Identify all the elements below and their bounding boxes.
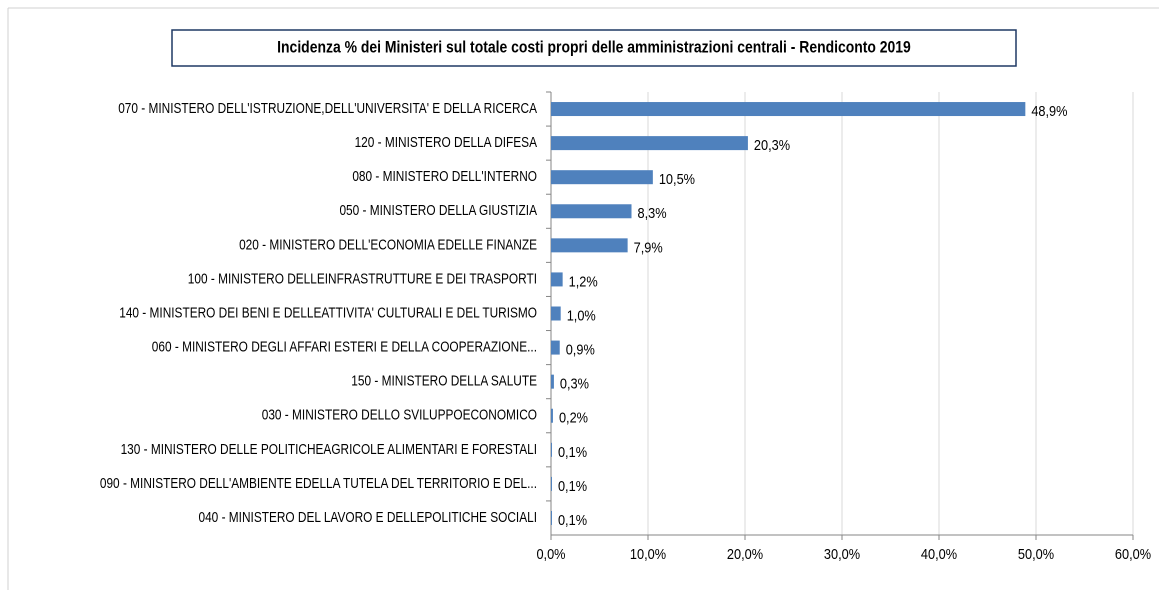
chart-title: Incidenza % dei Ministeri sul totale cos… [277, 37, 911, 56]
bar [551, 238, 628, 253]
y-tick-label: 130 - MINISTERO DELLE POLITICHEAGRICOLE … [121, 441, 537, 458]
y-tick-label: 020 - MINISTERO DELL'ECONOMIA EDELLE FIN… [239, 236, 537, 253]
x-tick-label: 40,0% [921, 546, 957, 563]
value-label: 0,1% [558, 478, 587, 495]
y-tick-label: 090 - MINISTERO DELL'AMBIENTE EDELLA TUT… [100, 475, 537, 492]
bar [551, 136, 748, 151]
bar [551, 170, 653, 185]
value-label: 0,3% [560, 376, 589, 393]
y-tick-label: 140 - MINISTERO DEI BENI E DELLEATTIVITA… [119, 304, 537, 321]
bar [551, 204, 632, 219]
value-label: 0,2% [559, 410, 588, 427]
bar [551, 306, 561, 321]
y-tick-label: 100 - MINISTERO DELLEINFRASTRUTTURE E DE… [188, 270, 537, 287]
bar [551, 510, 552, 525]
value-label: 8,3% [638, 205, 667, 222]
y-tick-label: 060 - MINISTERO DEGLI AFFARI ESTERI E DE… [152, 339, 537, 356]
bar [551, 442, 552, 457]
value-label: 10,5% [659, 171, 695, 188]
value-label: 0,1% [558, 512, 587, 529]
value-label: 0,1% [558, 444, 587, 461]
bar [551, 408, 553, 423]
y-tick-label: 080 - MINISTERO DELL'INTERNO [352, 168, 537, 185]
value-label: 7,9% [634, 239, 663, 256]
bar [551, 102, 1026, 117]
x-tick-label: 0,0% [536, 546, 565, 563]
value-label: 20,3% [754, 137, 790, 154]
bar [551, 272, 563, 287]
bar [551, 340, 560, 355]
y-tick-label: 150 - MINISTERO DELLA SALUTE [351, 373, 537, 390]
x-tick-label: 50,0% [1018, 546, 1054, 563]
value-label: 1,2% [569, 273, 598, 290]
y-tick-label: 050 - MINISTERO DELLA GIUSTIZIA [339, 202, 537, 219]
y-tick-label: 030 - MINISTERO DELLO SVILUPPOECONOMICO [262, 407, 537, 424]
x-tick-label: 30,0% [824, 546, 860, 563]
y-tick-label: 040 - MINISTERO DEL LAVORO E DELLEPOLITI… [199, 509, 537, 526]
bar [551, 374, 554, 389]
bar [551, 476, 552, 491]
value-label: 0,9% [566, 342, 595, 359]
value-label: 1,0% [567, 307, 596, 324]
x-tick-label: 20,0% [727, 546, 763, 563]
value-label: 48,9% [1031, 103, 1067, 120]
y-tick-label: 120 - MINISTERO DELLA DIFESA [355, 134, 537, 151]
x-tick-label: 60,0% [1115, 546, 1151, 563]
title-box [171, 29, 1017, 67]
y-tick-label: 070 - MINISTERO DELL'ISTRUZIONE,DELL'UNI… [118, 100, 537, 117]
x-tick-label: 10,0% [630, 546, 666, 563]
